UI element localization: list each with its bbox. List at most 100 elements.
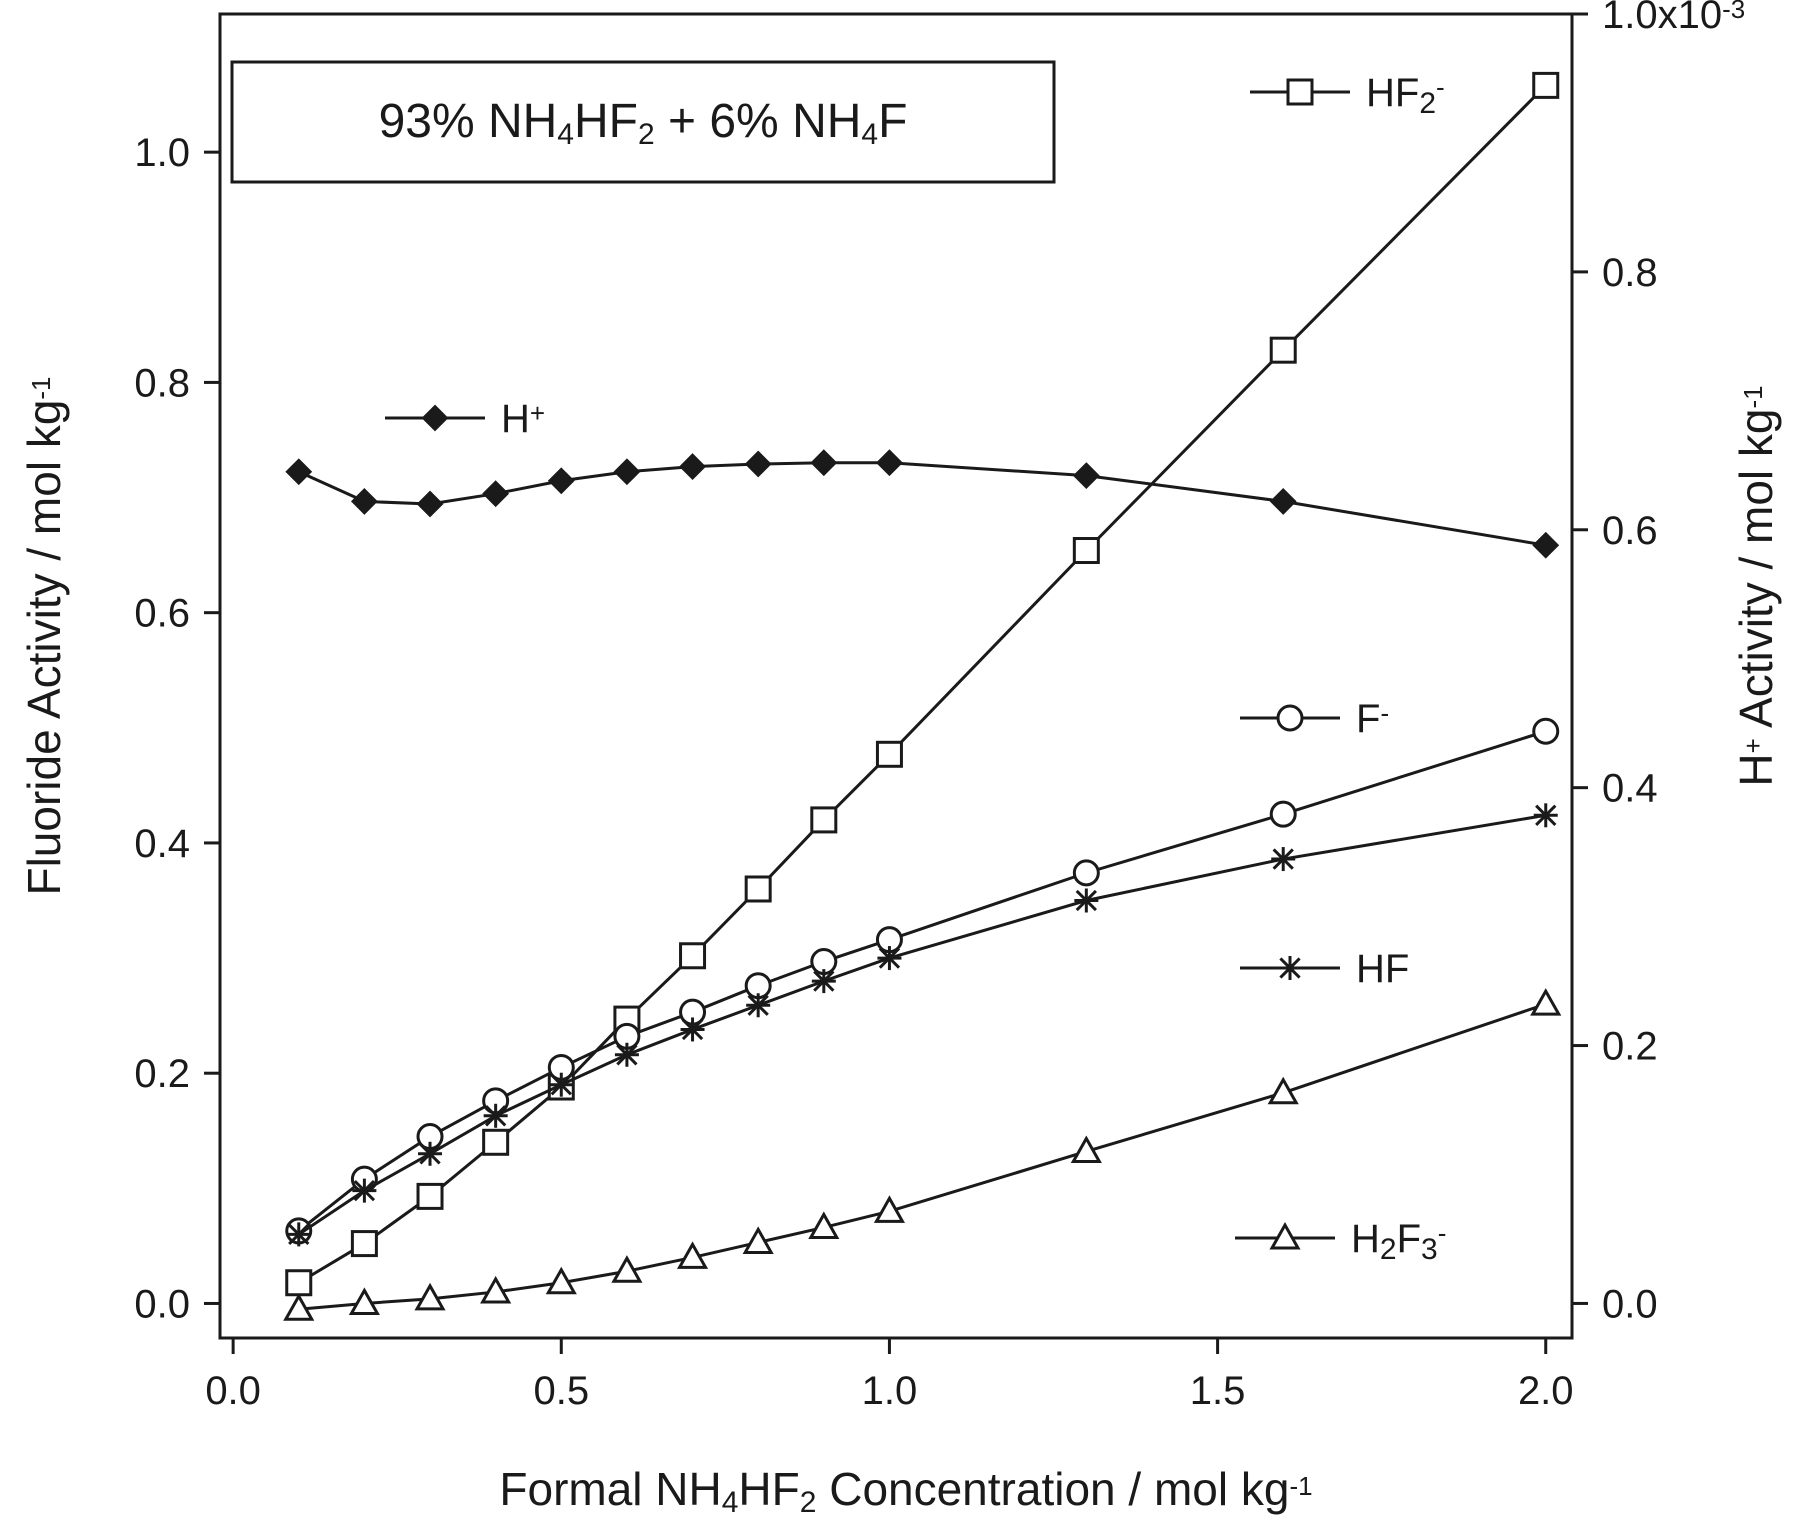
- series-asterisk: [286, 803, 1558, 1247]
- data-point: [350, 1230, 378, 1258]
- data-point: [1072, 859, 1100, 887]
- data-point: [480, 1275, 512, 1304]
- y-right-tick-label: 0.0: [1602, 1282, 1658, 1326]
- data-point: [1072, 462, 1100, 490]
- legend-label: HF: [1356, 947, 1409, 991]
- data-point: [482, 480, 510, 508]
- data-point: [1070, 1135, 1102, 1163]
- legend-marker: [421, 404, 449, 432]
- data-point: [348, 1287, 380, 1315]
- data-point: [416, 490, 444, 518]
- x-tick-label: 1.5: [1190, 1369, 1246, 1413]
- y-right-tick-label: 0.2: [1602, 1025, 1658, 1069]
- data-point: [483, 1103, 508, 1128]
- y-left-tick-label: 0.8: [134, 361, 190, 405]
- title-box: 93% NH4HF2 + 6% NH4F: [230, 60, 1056, 184]
- legend-label: H+: [501, 397, 545, 441]
- series-line: [297, 813, 1546, 1236]
- data-point: [876, 449, 903, 477]
- legend-marker: [1269, 1221, 1301, 1250]
- data-point: [416, 1182, 444, 1210]
- legend-item: H+: [385, 397, 545, 441]
- data-point: [1533, 803, 1558, 828]
- y-left-tick-label: 0.2: [134, 1052, 190, 1096]
- data-point: [283, 1293, 315, 1321]
- y-right-tick-label: 0.6: [1602, 509, 1658, 553]
- data-point: [418, 1141, 443, 1166]
- data-point: [744, 450, 772, 478]
- x-tick-label: 1.0: [862, 1369, 918, 1413]
- data-point: [286, 1222, 311, 1247]
- legend: HF2- F- HF H2F3- H+: [385, 71, 1446, 1266]
- data-point: [1267, 1076, 1299, 1105]
- data-point: [676, 1241, 709, 1269]
- data-point: [613, 458, 641, 486]
- data-point: [1074, 888, 1099, 913]
- y-left-tick-label: 0.4: [134, 822, 190, 866]
- data-point: [1072, 537, 1100, 565]
- title-frame: [230, 60, 1056, 184]
- legend-marker: [1286, 78, 1314, 106]
- chart-title: 93% NH4HF2 + 6% NH4F: [379, 95, 908, 151]
- data-point: [679, 453, 706, 481]
- data-point: [811, 969, 836, 994]
- data-point: [810, 449, 838, 477]
- y-right-tick-label: 1.0x10-3: [1602, 0, 1745, 37]
- data-point: [744, 875, 772, 903]
- series-square: [285, 71, 1560, 1297]
- y-left-tick-label: 1.0: [134, 131, 190, 175]
- data-point: [350, 487, 378, 515]
- y-left-axis-title: Fluoride Activity / mol kg-1: [18, 376, 70, 895]
- series-line: [298, 461, 1546, 547]
- data-point: [873, 1195, 906, 1223]
- legend-marker: [1276, 704, 1304, 732]
- data-point: [1269, 336, 1297, 364]
- data-point: [414, 1282, 446, 1311]
- data-point: [1530, 988, 1562, 1016]
- legend-label: HF2-: [1366, 71, 1445, 120]
- data-point: [611, 1255, 643, 1283]
- y-right-tick-label: 0.4: [1602, 767, 1658, 811]
- legend-marker: [1278, 956, 1302, 980]
- legend-item: HF: [1240, 947, 1409, 991]
- y-right-axis-title: H+ Activity / mol kg-1: [1730, 385, 1782, 786]
- data-point: [742, 1226, 774, 1254]
- x-axis-title: Formal NH4HF2 Concentration / mol kg-1: [499, 1463, 1312, 1519]
- axes-layer: 0.0 0.5 1.0 1.5 2.0 0.0 0.2 0.4 0.6 0.8 1.0 0.0 0.2 0…: [18, 0, 1782, 1519]
- data-point: [679, 942, 707, 970]
- legend-item: H2F3-: [1235, 1217, 1446, 1266]
- legend-item: HF2-: [1250, 71, 1445, 120]
- series-triangle: [283, 988, 1562, 1321]
- y-right-tick-label: 0.8: [1602, 251, 1658, 295]
- data-point: [1271, 847, 1296, 872]
- x-tick-label: 0.0: [205, 1369, 261, 1413]
- data-point: [808, 1211, 840, 1239]
- data-point: [875, 740, 903, 768]
- data-point: [1269, 800, 1297, 828]
- data-point: [285, 458, 313, 486]
- x-tick-label: 2.0: [1518, 1369, 1574, 1413]
- legend-label: F-: [1356, 697, 1389, 741]
- data-point: [352, 1178, 377, 1203]
- data-point: [547, 467, 575, 495]
- legend-label: H2F3-: [1351, 1217, 1446, 1266]
- data-point: [810, 806, 838, 834]
- data-point: [1532, 531, 1560, 559]
- data-point: [1532, 717, 1560, 745]
- series-layer: [283, 71, 1562, 1321]
- data-point: [614, 1042, 639, 1067]
- y-left-tick-label: 0.6: [134, 592, 190, 636]
- series-line: [298, 1002, 1547, 1311]
- data-point: [549, 1072, 574, 1097]
- y-left-tick-label: 0.0: [134, 1282, 190, 1326]
- data-point: [285, 1269, 313, 1297]
- data-point: [1532, 71, 1560, 99]
- plot-frame: [218, 12, 1574, 1340]
- plot-area-border: [218, 12, 1574, 1340]
- data-point: [746, 993, 771, 1018]
- data-point: [877, 946, 902, 971]
- x-tick-label: 0.5: [533, 1369, 589, 1413]
- data-point: [482, 1128, 510, 1156]
- data-point: [1269, 487, 1297, 515]
